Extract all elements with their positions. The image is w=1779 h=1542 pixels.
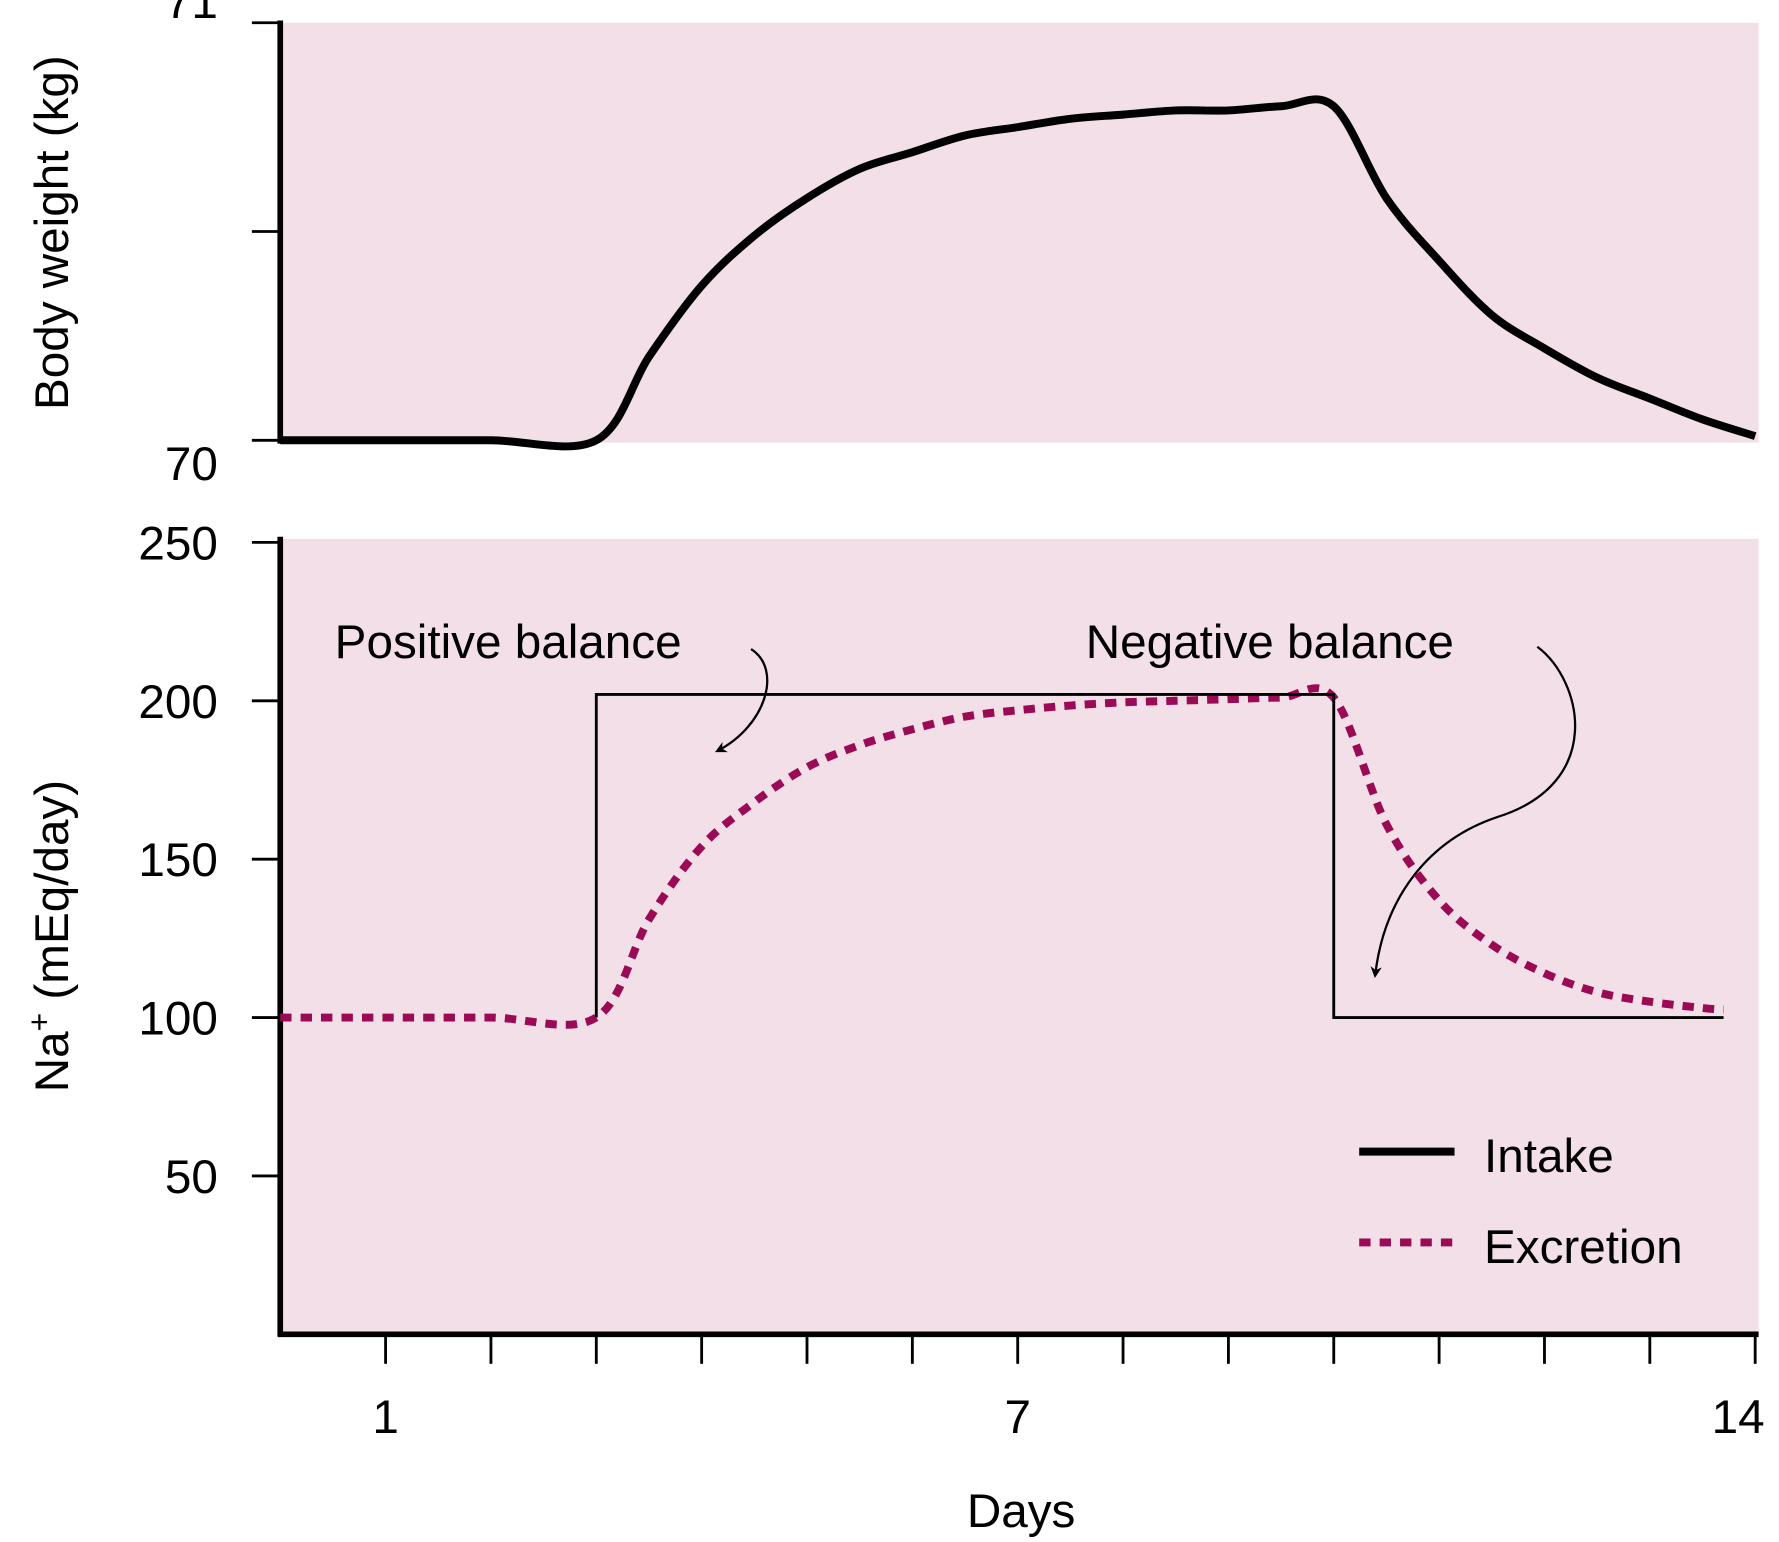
annotation-positive-balance: Positive balance	[335, 616, 682, 669]
bottom-y-tick-label: 250	[138, 517, 218, 570]
bottom-y-tick-label: 50	[165, 1151, 218, 1204]
legend: Intake Excretion	[1359, 1130, 1683, 1274]
bottom-plot-background	[280, 538, 1759, 1336]
x-axis-label: Days	[967, 1485, 1076, 1538]
annotation-negative-balance: Negative balance	[1086, 616, 1454, 669]
plus-superscript: +	[21, 1013, 57, 1032]
x-tick-label: 1	[372, 1391, 398, 1444]
x-tick-label: 14	[1712, 1391, 1765, 1444]
bottom-y-tick-label: 150	[138, 834, 218, 887]
sodium-panel	[280, 538, 1759, 1336]
na-label: Na	[26, 1031, 79, 1092]
unit-label: (mEq/day)	[26, 780, 79, 1013]
top-y-tick-label: 71	[165, 0, 218, 29]
positive-balance-arrow	[715, 648, 769, 753]
bottom-y-tick-label: 100	[138, 993, 218, 1046]
body-weight-panel	[280, 22, 1759, 443]
x-tick-label: 7	[1004, 1391, 1031, 1444]
top-plot-background	[280, 22, 1759, 443]
intake-line	[594, 693, 1724, 1019]
top-y-tick-label: 70	[165, 438, 218, 491]
excretion-line	[280, 684, 1724, 1029]
legend-excretion-label: Excretion	[1484, 1221, 1683, 1274]
bottom-y-tick-label: 200	[138, 676, 218, 729]
body-weight-line	[280, 95, 1757, 451]
legend-intake-label: Intake	[1484, 1130, 1614, 1183]
negative-balance-arrow	[1370, 645, 1577, 979]
bottom-y-axis-label: Na+ (mEq/day)	[21, 780, 79, 1092]
top-y-axis-label: Body weight (kg)	[26, 55, 79, 410]
